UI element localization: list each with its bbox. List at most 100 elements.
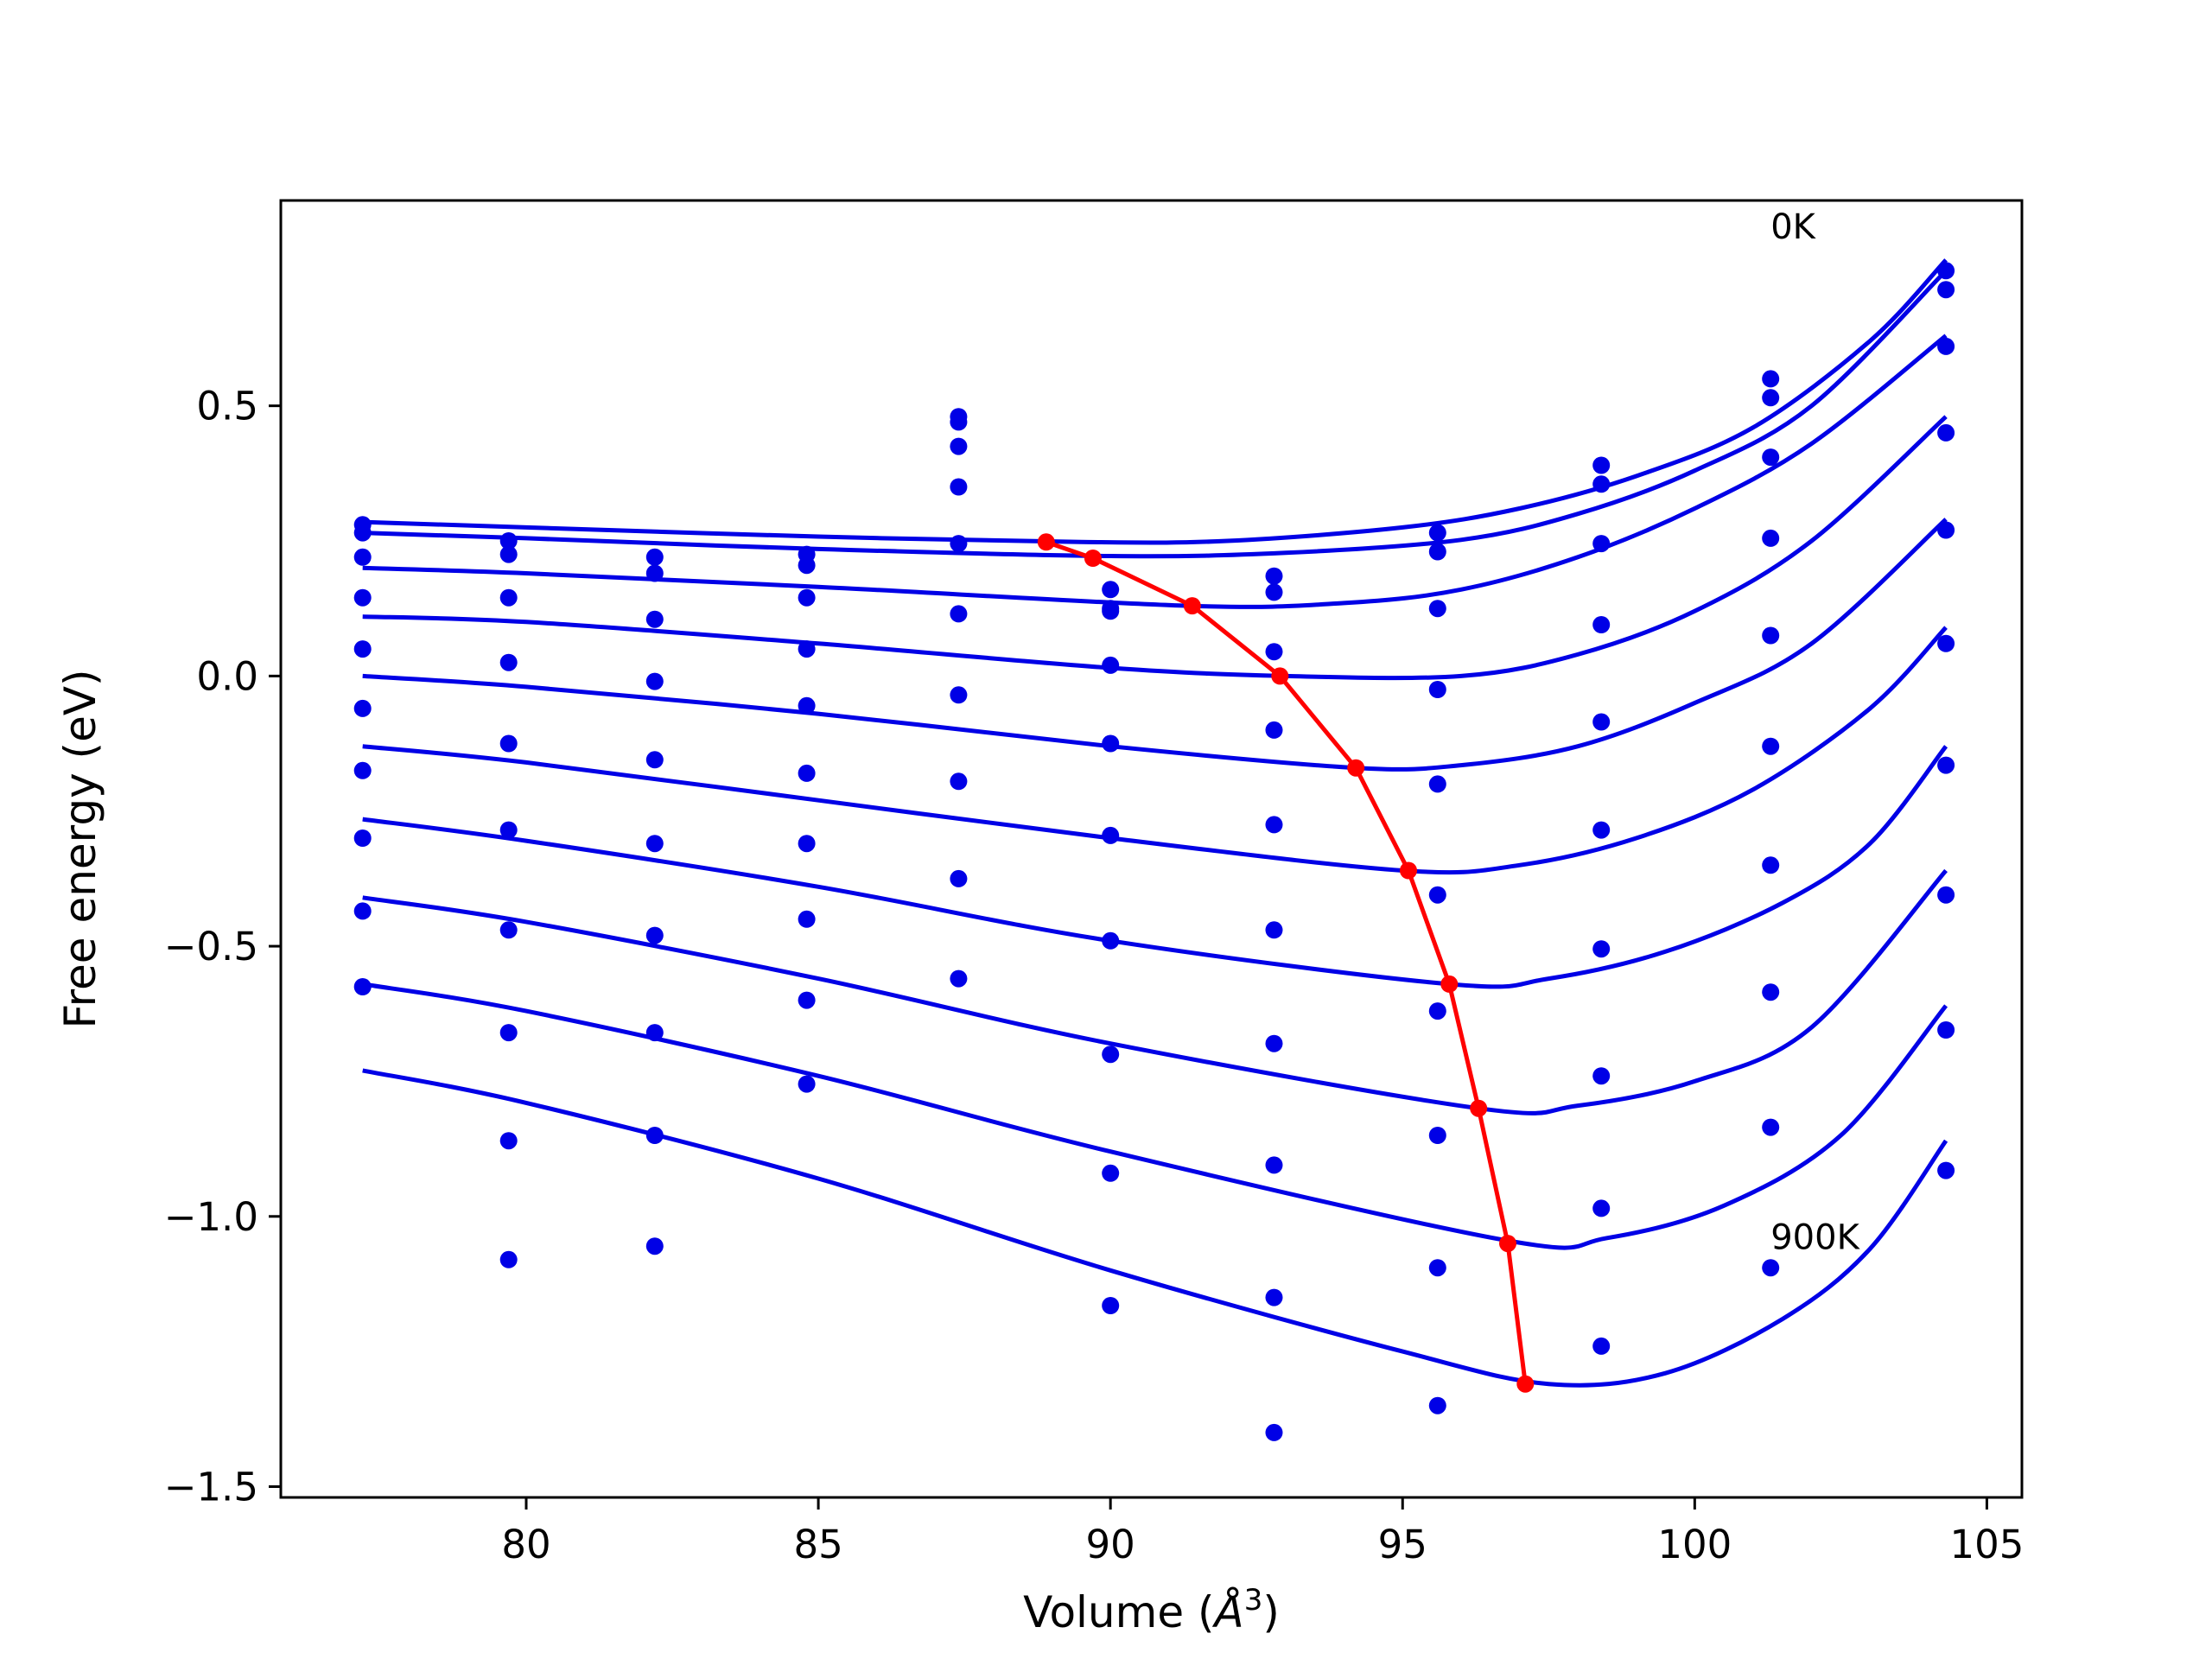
data-point-0-9 [1762,370,1780,388]
y-tick-label-4: −1.5 [164,1464,258,1510]
data-point-8-10 [1937,1021,1955,1039]
minimum-point-6 [1440,975,1459,993]
data-point-1-4 [950,413,968,431]
data-point-4-8 [1592,713,1611,731]
data-point-0-5 [1102,581,1120,599]
data-point-6-5 [1102,931,1120,950]
data-point-4-0 [353,640,372,658]
data-point-7-4 [950,772,968,791]
data-point-3-10 [1937,423,1955,442]
data-point-8-6 [1265,1288,1283,1306]
data-point-4-4 [950,535,968,553]
data-point-9-6 [1265,1423,1283,1441]
fit-curve-3 [362,415,1948,681]
data-point-6-8 [1592,940,1611,958]
x-tick-label-3: 95 [1378,1522,1427,1567]
minimum-path-line [1045,539,1528,1385]
minimum-point-1 [1084,550,1102,567]
data-point-9-9 [1762,1259,1780,1277]
data-point-7-8 [1592,1067,1611,1085]
x-axis-label: Volume (Å3) [1023,1583,1280,1637]
data-point-7-6 [1265,1156,1283,1174]
data-point-9-10 [1937,1161,1955,1179]
data-point-3-1 [499,653,518,671]
data-point-5-8 [1592,821,1611,839]
data-point-6-6 [1265,1034,1283,1052]
data-point-7-5 [1102,1046,1120,1064]
data-point-8-1 [499,1132,518,1150]
data-point-5-0 [353,699,372,717]
data-point-0-2 [645,548,664,566]
data-point-2-5 [1102,602,1120,620]
data-point-9-7 [1428,1396,1446,1414]
data-point-3-0 [353,588,372,607]
data-point-4-7 [1428,775,1446,793]
data-point-6-2 [645,926,664,944]
data-point-7-1 [499,1024,518,1042]
data-point-4-6 [1265,816,1283,834]
data-point-4-10 [1937,521,1955,539]
data-point-1-6 [1265,583,1283,601]
data-point-0-8 [1592,456,1611,474]
data-point-2-8 [1592,535,1611,553]
data-point-5-7 [1428,886,1446,904]
data-point-1-10 [1937,281,1955,299]
data-point-8-3 [798,991,816,1009]
data-point-9-3 [798,1075,816,1093]
data-point-5-1 [499,821,518,839]
data-point-2-9 [1762,448,1780,467]
y-tick-label-0: 0.5 [196,384,258,429]
x-axis-label-symbol: Å [1212,1587,1244,1637]
data-point-5-2 [645,835,664,853]
data-point-1-2 [645,564,664,582]
data-point-3-9 [1762,529,1780,547]
data-point-4-3 [798,696,816,715]
data-point-5-10 [1937,634,1955,652]
data-point-4-9 [1762,626,1780,645]
minimum-point-0 [1037,533,1055,551]
data-point-5-3 [798,764,816,782]
data-point-2-0 [353,548,372,566]
data-point-1-0 [353,524,372,542]
data-point-8-9 [1762,1118,1780,1136]
minimum-point-2 [1183,597,1201,615]
data-point-7-0 [353,830,372,847]
minimum-path-group [1037,533,1535,1393]
y-tick-label-3: −1.0 [164,1194,258,1240]
data-point-6-3 [798,835,816,853]
data-point-9-0 [353,978,372,995]
data-point-4-5 [1102,734,1120,753]
data-point-3-8 [1592,616,1611,633]
data-point-8-8 [1592,1199,1611,1217]
data-point-7-10 [1937,886,1955,904]
data-point-6-10 [1937,756,1955,774]
x-axis-label-close: ) [1262,1587,1280,1637]
annotation-0k: 0K [1770,207,1816,247]
fit-curve-1 [362,269,1948,559]
fit-curve-6 [362,745,1948,989]
x-tick-label-0: 80 [501,1522,550,1567]
data-point-4-1 [499,734,518,753]
data-point-8-2 [645,1127,664,1144]
data-point-9-4 [950,969,968,988]
x-tick-label-5: 105 [1949,1522,2024,1567]
data-point-0-7 [1428,524,1446,542]
data-point-1-8 [1592,475,1611,493]
data-point-9-5 [1102,1297,1120,1314]
annotations-group: 0K 900K [1770,207,1860,1258]
data-point-3-3 [798,640,816,658]
data-point-9-8 [1592,1337,1611,1355]
data-point-2-7 [1428,600,1446,618]
data-point-4-2 [645,751,664,769]
fit-curve-7 [362,868,1948,1116]
x-axis-label-text: Volume ( [1023,1587,1214,1637]
data-point-0-6 [1265,567,1283,585]
plot-frame [279,199,2024,1499]
fit-curves-group [362,258,1948,1388]
data-point-8-0 [353,902,372,920]
data-point-8-5 [1102,1164,1120,1182]
y-tick-label-1: 0.0 [196,653,258,699]
data-point-3-5 [1102,656,1120,674]
data-point-0-10 [1937,262,1955,280]
